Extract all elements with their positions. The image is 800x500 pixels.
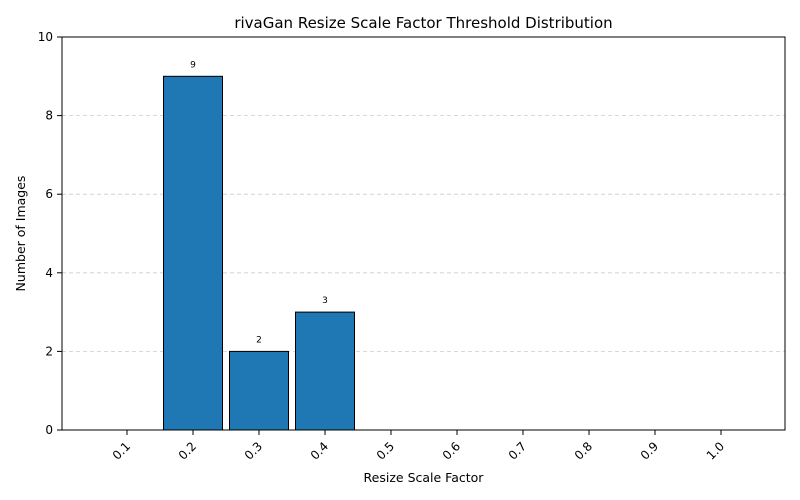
y-tick-label: 2 [45, 344, 53, 358]
bar-0.4 [295, 311, 355, 431]
y-tick-label: 0 [45, 423, 53, 437]
x-tick-label: 0.8 [572, 439, 595, 462]
bar-0.3 [229, 350, 289, 431]
x-tick-label: 0.4 [308, 439, 331, 462]
y-axis-ticks: 0 2 4 6 8 10 [38, 30, 62, 437]
y-tick-label: 6 [45, 187, 53, 201]
y-axis-label: Number of Images [13, 176, 28, 292]
bars [163, 75, 355, 431]
y-tick-label: 4 [45, 266, 53, 280]
x-tick-label: 0.7 [506, 439, 529, 462]
data-labels: 9 2 3 [190, 60, 328, 345]
x-tick-label: 1.0 [704, 439, 727, 462]
y-tick-label: 8 [45, 109, 53, 123]
x-tick-label: 0.2 [176, 439, 199, 462]
x-axis-label: Resize Scale Factor [364, 470, 485, 485]
data-label-0.2: 9 [190, 60, 196, 70]
x-tick-label: 0.3 [242, 439, 265, 462]
bar-0.2 [163, 75, 223, 431]
x-tick-label: 0.9 [638, 439, 661, 462]
chart-title: rivaGan Resize Scale Factor Threshold Di… [234, 14, 612, 32]
data-label-0.4: 3 [322, 296, 328, 306]
data-label-0.3: 2 [256, 335, 262, 345]
y-tick-label: 10 [38, 30, 53, 44]
x-axis-ticks: 0.1 0.2 0.3 0.4 0.5 0.6 0.7 0.8 0.9 1.0 [110, 430, 727, 463]
x-tick-label: 0.6 [440, 439, 463, 462]
x-tick-label: 0.1 [110, 439, 133, 462]
plot-frame [61, 36, 786, 431]
x-tick-label: 0.5 [374, 439, 397, 462]
